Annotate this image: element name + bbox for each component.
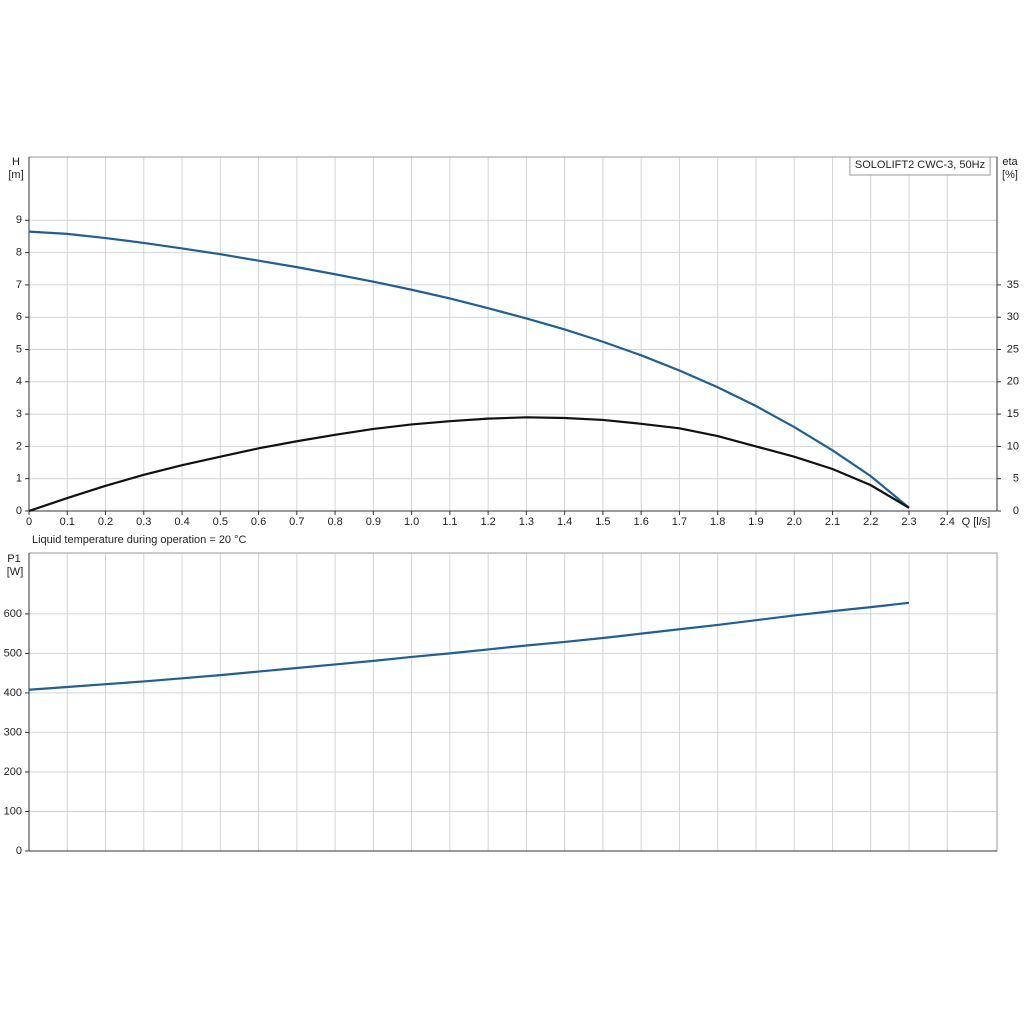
y2-unit: [%] <box>1002 169 1018 181</box>
curve <box>28 601 910 691</box>
x-tick-label: 1.8 <box>710 516 725 528</box>
y-label: P1 <box>7 553 20 565</box>
y-tick-label: 2 <box>16 440 22 452</box>
y-tick-label: 9 <box>16 214 22 226</box>
y-tick-label: 7 <box>16 279 22 291</box>
curve <box>28 230 910 509</box>
curve <box>28 416 910 513</box>
y-tick-label: 0 <box>16 505 22 517</box>
title-box <box>849 156 991 176</box>
x-tick-label: 1.9 <box>748 516 763 528</box>
y-tick-label: 100 <box>4 805 22 817</box>
y2-tick-label: 30 <box>1007 311 1019 323</box>
x-tick-label: 2.2 <box>863 516 878 528</box>
x-tick-label: 0.9 <box>366 516 381 528</box>
annotation: Liquid temperature during operation = 20… <box>32 534 247 546</box>
y2-tick-label: 10 <box>1007 440 1019 452</box>
y-unit: [W] <box>7 566 24 578</box>
x-tick-label: 1.0 <box>404 516 419 528</box>
y2-tick-label: 0 <box>1013 505 1019 517</box>
x-tick-label: 2.3 <box>901 516 916 528</box>
x-tick-label: 1.5 <box>595 516 610 528</box>
y2-tick-label: 20 <box>1007 376 1019 388</box>
y2-tick-label: 15 <box>1007 408 1019 420</box>
x-tick-label: 0.4 <box>174 516 189 528</box>
x-tick-label: 0.6 <box>251 516 266 528</box>
x-tick-label: 1.2 <box>480 516 495 528</box>
y2-tick-label: 5 <box>1013 473 1019 485</box>
y2-tick-label: 25 <box>1007 343 1019 355</box>
x-tick-label: 2.4 <box>940 516 955 528</box>
y-tick-label: 200 <box>4 766 22 778</box>
x-tick-label: 1.3 <box>519 516 534 528</box>
x-tick-label: 1.1 <box>442 516 457 528</box>
x-tick-label: 0.8 <box>327 516 342 528</box>
y-tick-label: 3 <box>16 408 22 420</box>
y2-tick-label: 35 <box>1007 279 1019 291</box>
x-tick-label: 0 <box>26 516 32 528</box>
chart-title: SOLOLIFT2 CWC-3, 50Hz <box>855 159 985 171</box>
x-tick-label: 0.3 <box>136 516 151 528</box>
x-label: Q [l/s] <box>962 516 991 528</box>
x-tick-label: 1.7 <box>672 516 687 528</box>
x-tick-label: 0.5 <box>213 516 228 528</box>
y-tick-label: 1 <box>16 473 22 485</box>
x-tick-label: 2.0 <box>787 516 802 528</box>
y-label: H <box>12 156 20 168</box>
y-tick-label: 0 <box>16 845 22 857</box>
y-tick-label: 400 <box>4 687 22 699</box>
x-tick-label: 2.1 <box>825 516 840 528</box>
y-tick-label: 4 <box>16 376 22 388</box>
y-unit: [m] <box>8 169 23 181</box>
x-tick-label: 1.6 <box>634 516 649 528</box>
y-tick-label: 500 <box>4 647 22 659</box>
y-tick-label: 6 <box>16 311 22 323</box>
y-tick-label: 600 <box>4 608 22 620</box>
y-tick-label: 5 <box>16 343 22 355</box>
y-tick-label: 8 <box>16 247 22 259</box>
y-tick-label: 300 <box>4 726 22 738</box>
x-tick-label: 1.4 <box>557 516 572 528</box>
x-tick-label: 0.2 <box>98 516 113 528</box>
y2-label: eta <box>1002 156 1018 168</box>
x-tick-label: 0.7 <box>289 516 304 528</box>
x-tick-label: 0.1 <box>60 516 75 528</box>
